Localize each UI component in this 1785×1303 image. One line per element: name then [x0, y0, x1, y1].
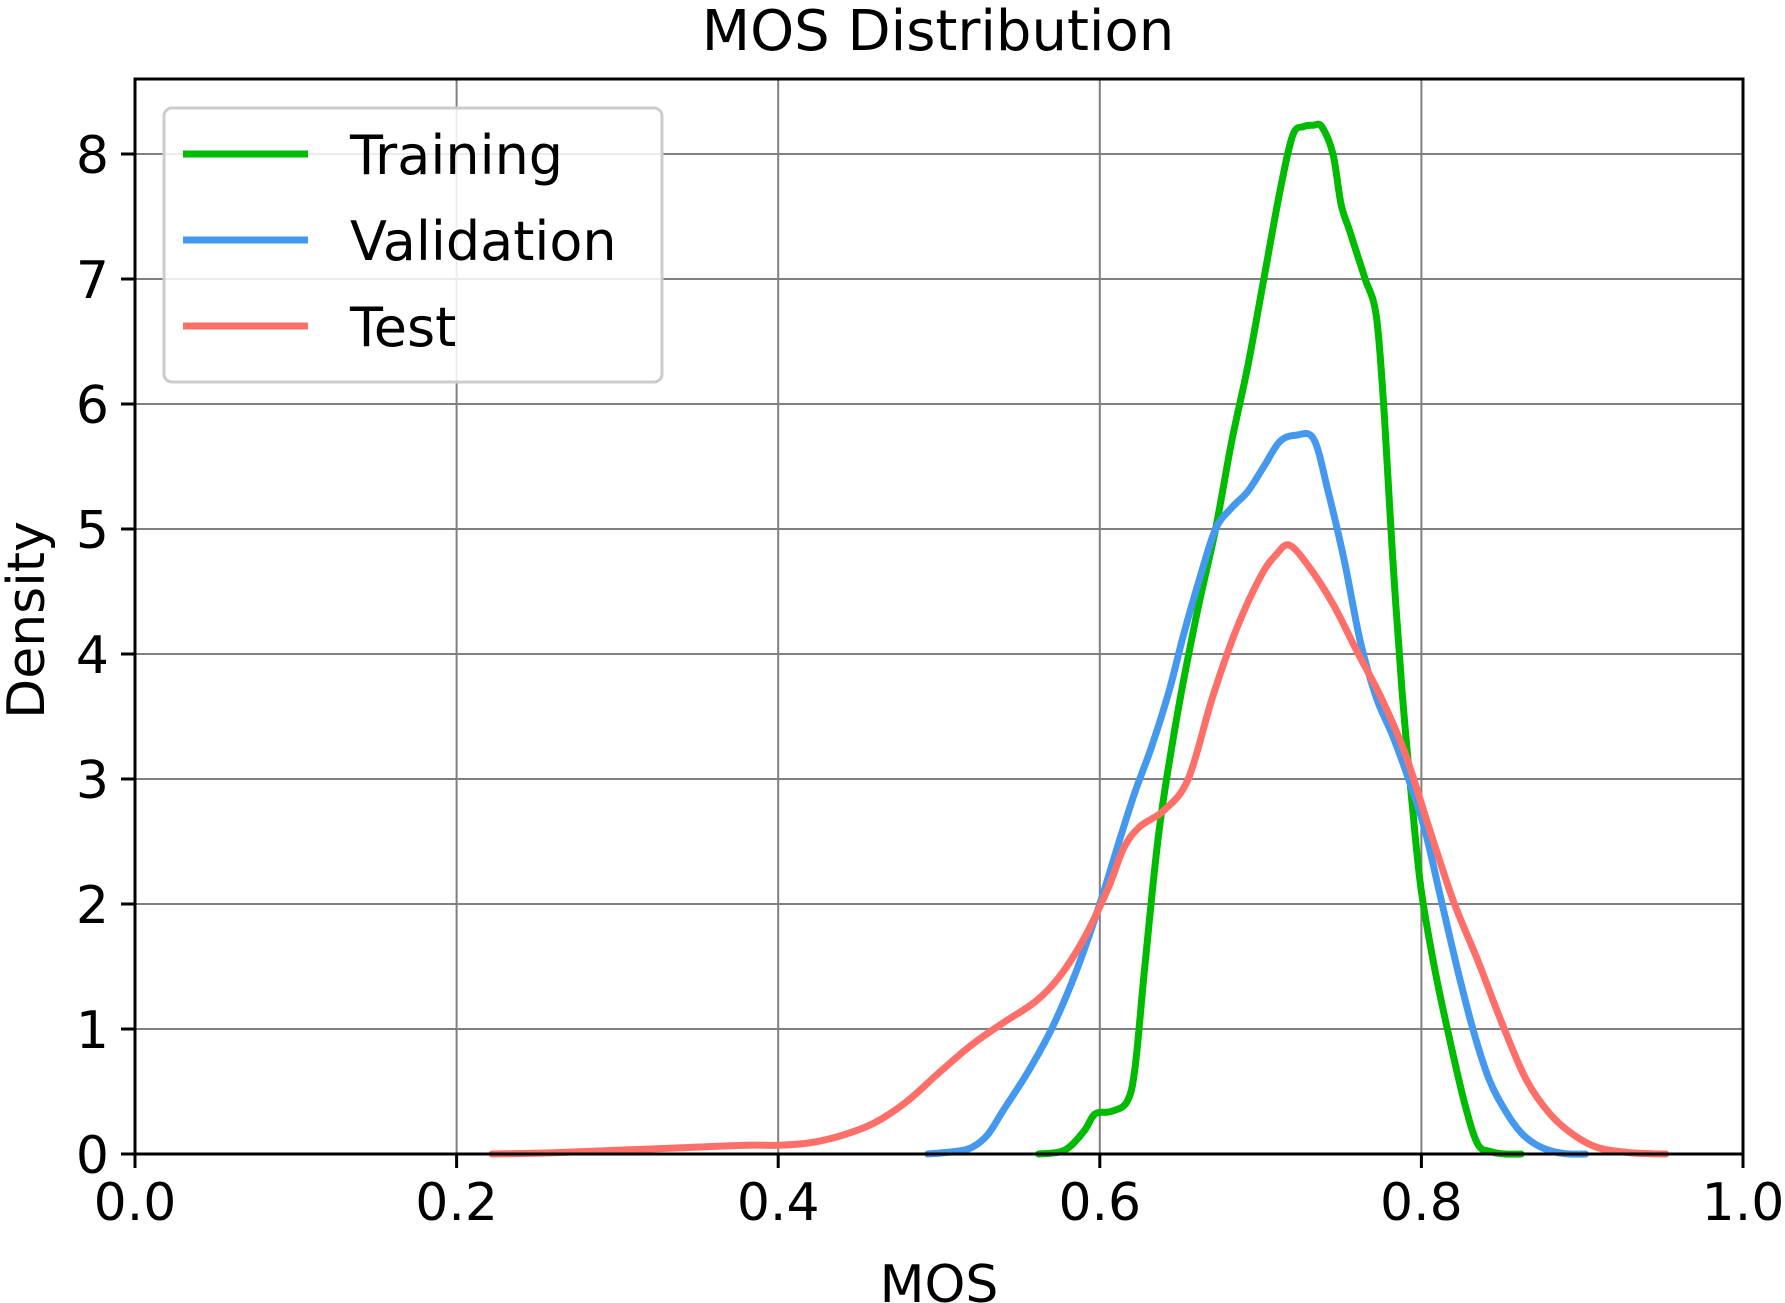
legend: Training Validation Test: [162, 106, 664, 384]
axes: 0.0 0.2 0.4 0.6 0.8 1.0 0 1 2 3 4 5 6 7 8: [76, 77, 1785, 1233]
y-tick-label: 7: [76, 251, 109, 311]
x-tick-label: 0.6: [1058, 1173, 1141, 1233]
x-tick-label: 0.0: [94, 1173, 177, 1233]
x-tick-label: 0.8: [1380, 1173, 1463, 1233]
x-tick-label: 0.4: [737, 1173, 820, 1233]
y-tick-label: 6: [76, 376, 109, 436]
y-tick-label: 5: [76, 501, 109, 561]
y-axis-label: Density: [0, 521, 57, 719]
series-line-validation: [924, 429, 1589, 1158]
legend-box: [162, 106, 664, 384]
x-tick-label: 0.2: [415, 1173, 498, 1233]
chart-title: MOS Distribution: [702, 0, 1174, 64]
y-tick-label: 2: [76, 876, 109, 936]
grid: [134, 79, 1744, 1155]
legend-label-training: Training: [349, 124, 563, 187]
series-line-training: [1035, 120, 1525, 1158]
series-line-test: [488, 541, 1670, 1158]
x-axis-label: MOS: [880, 1255, 999, 1303]
y-tick-label: 3: [76, 751, 109, 811]
axes-frame: [133, 77, 1745, 1156]
y-tick-label: 0: [76, 1126, 109, 1186]
legend-label-validation: Validation: [350, 210, 617, 273]
y-tick-label: 4: [76, 626, 109, 686]
y-tick-label: 1: [76, 1001, 109, 1061]
legend-label-test: Test: [349, 296, 456, 359]
y-tick-label: 8: [76, 126, 109, 186]
x-tick-label: 1.0: [1702, 1173, 1785, 1233]
series-group: [488, 120, 1670, 1158]
